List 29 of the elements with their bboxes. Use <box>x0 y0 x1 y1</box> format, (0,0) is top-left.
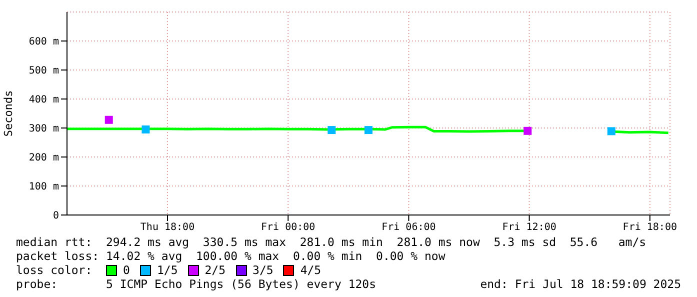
y-tick-label: 200 m <box>28 152 59 164</box>
point <box>104 116 113 124</box>
text: end: Fri Jul 18 18:59:09 2025 <box>480 277 681 291</box>
legend-title: loss color: <box>16 263 94 277</box>
point <box>364 126 372 134</box>
text: median rtt: 294.2 ms avg 330.5 ms max 281.0 ms min 281.0 ms now 5.3 ms sd 55.6 am/s <box>16 235 648 249</box>
legend-label: 2/5 <box>204 263 226 277</box>
y-axis-title: Seconds <box>2 90 15 137</box>
y-tick-label: 600 m <box>28 36 59 48</box>
text: packet loss: 14.02 % avg 100.00 % max 0.00 % min 0.00 % now <box>16 249 446 263</box>
point <box>607 127 616 136</box>
x-tick-label: Thu 18:00 <box>140 222 195 234</box>
y-tick-label: 300 m <box>28 124 59 135</box>
x-tick-label: Fri 12:00 <box>502 222 556 234</box>
y-tick-label: 0 <box>52 210 59 222</box>
x-tick-label: Fri 00:00 <box>261 222 316 234</box>
point <box>524 126 532 135</box>
legend-label: 0 <box>123 263 130 277</box>
point <box>142 125 150 134</box>
y-tick-label: 500 m <box>28 66 59 77</box>
x-tick-label: Fri 06:00 <box>382 222 436 234</box>
y-tick-label: 400 m <box>28 94 59 106</box>
y-tick-label: 100 m <box>28 182 59 193</box>
legend-label: 1/5 <box>156 263 178 277</box>
x-tick-label: Fri 18:00 <box>622 222 677 234</box>
legend-label: 3/5 <box>252 263 274 277</box>
point <box>328 126 336 134</box>
legend-label: 4/5 <box>300 263 322 277</box>
text: probe: 5 ICMP Echo Pings (56 Bytes) every 120s <box>16 277 376 291</box>
